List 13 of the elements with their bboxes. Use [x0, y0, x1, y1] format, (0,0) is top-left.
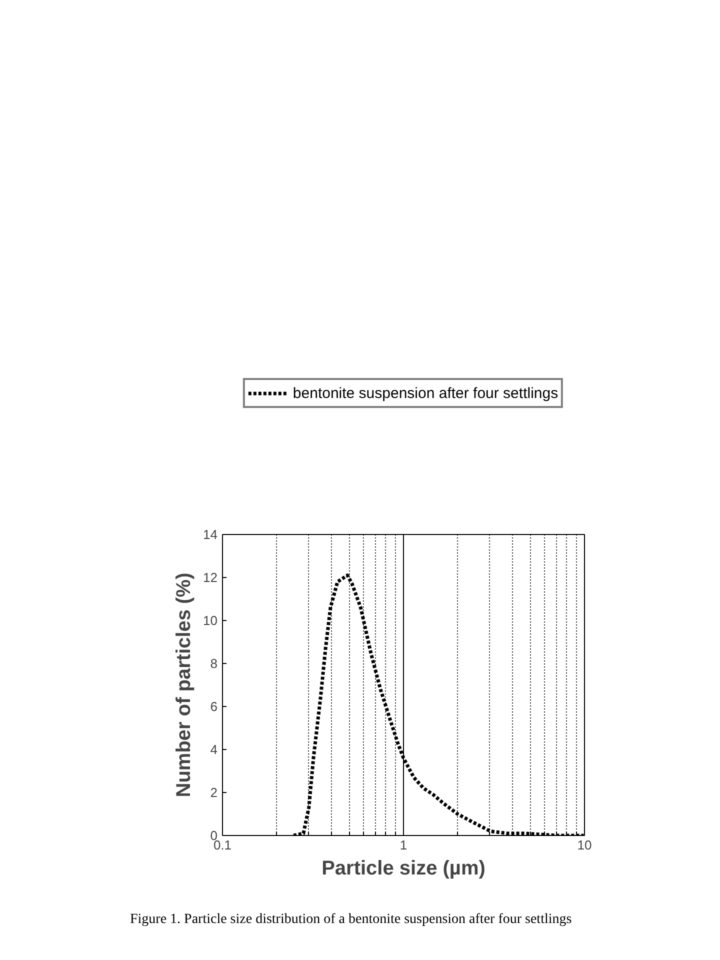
legend-label: bentonite suspension after four settlings	[292, 384, 558, 402]
x-tick-label: 10	[577, 838, 592, 852]
y-tick-label: 8	[210, 656, 218, 671]
y-tick-label: 2	[210, 785, 218, 800]
y-tick-label: 6	[210, 699, 218, 714]
y-tick-label: 12	[203, 570, 218, 585]
x-axis-title: Particle size (µm)	[322, 858, 486, 880]
y-axis-title: Number of particles (%)	[173, 572, 196, 798]
caption: Figure 1. Particle size distribution of a bentonite suspension after four settlings	[130, 911, 572, 929]
y-tick-label: 10	[203, 613, 218, 628]
y-tick-label: 14	[203, 527, 218, 542]
x-tick-label: 1	[400, 838, 408, 852]
y-tick-label: 4	[210, 742, 218, 757]
